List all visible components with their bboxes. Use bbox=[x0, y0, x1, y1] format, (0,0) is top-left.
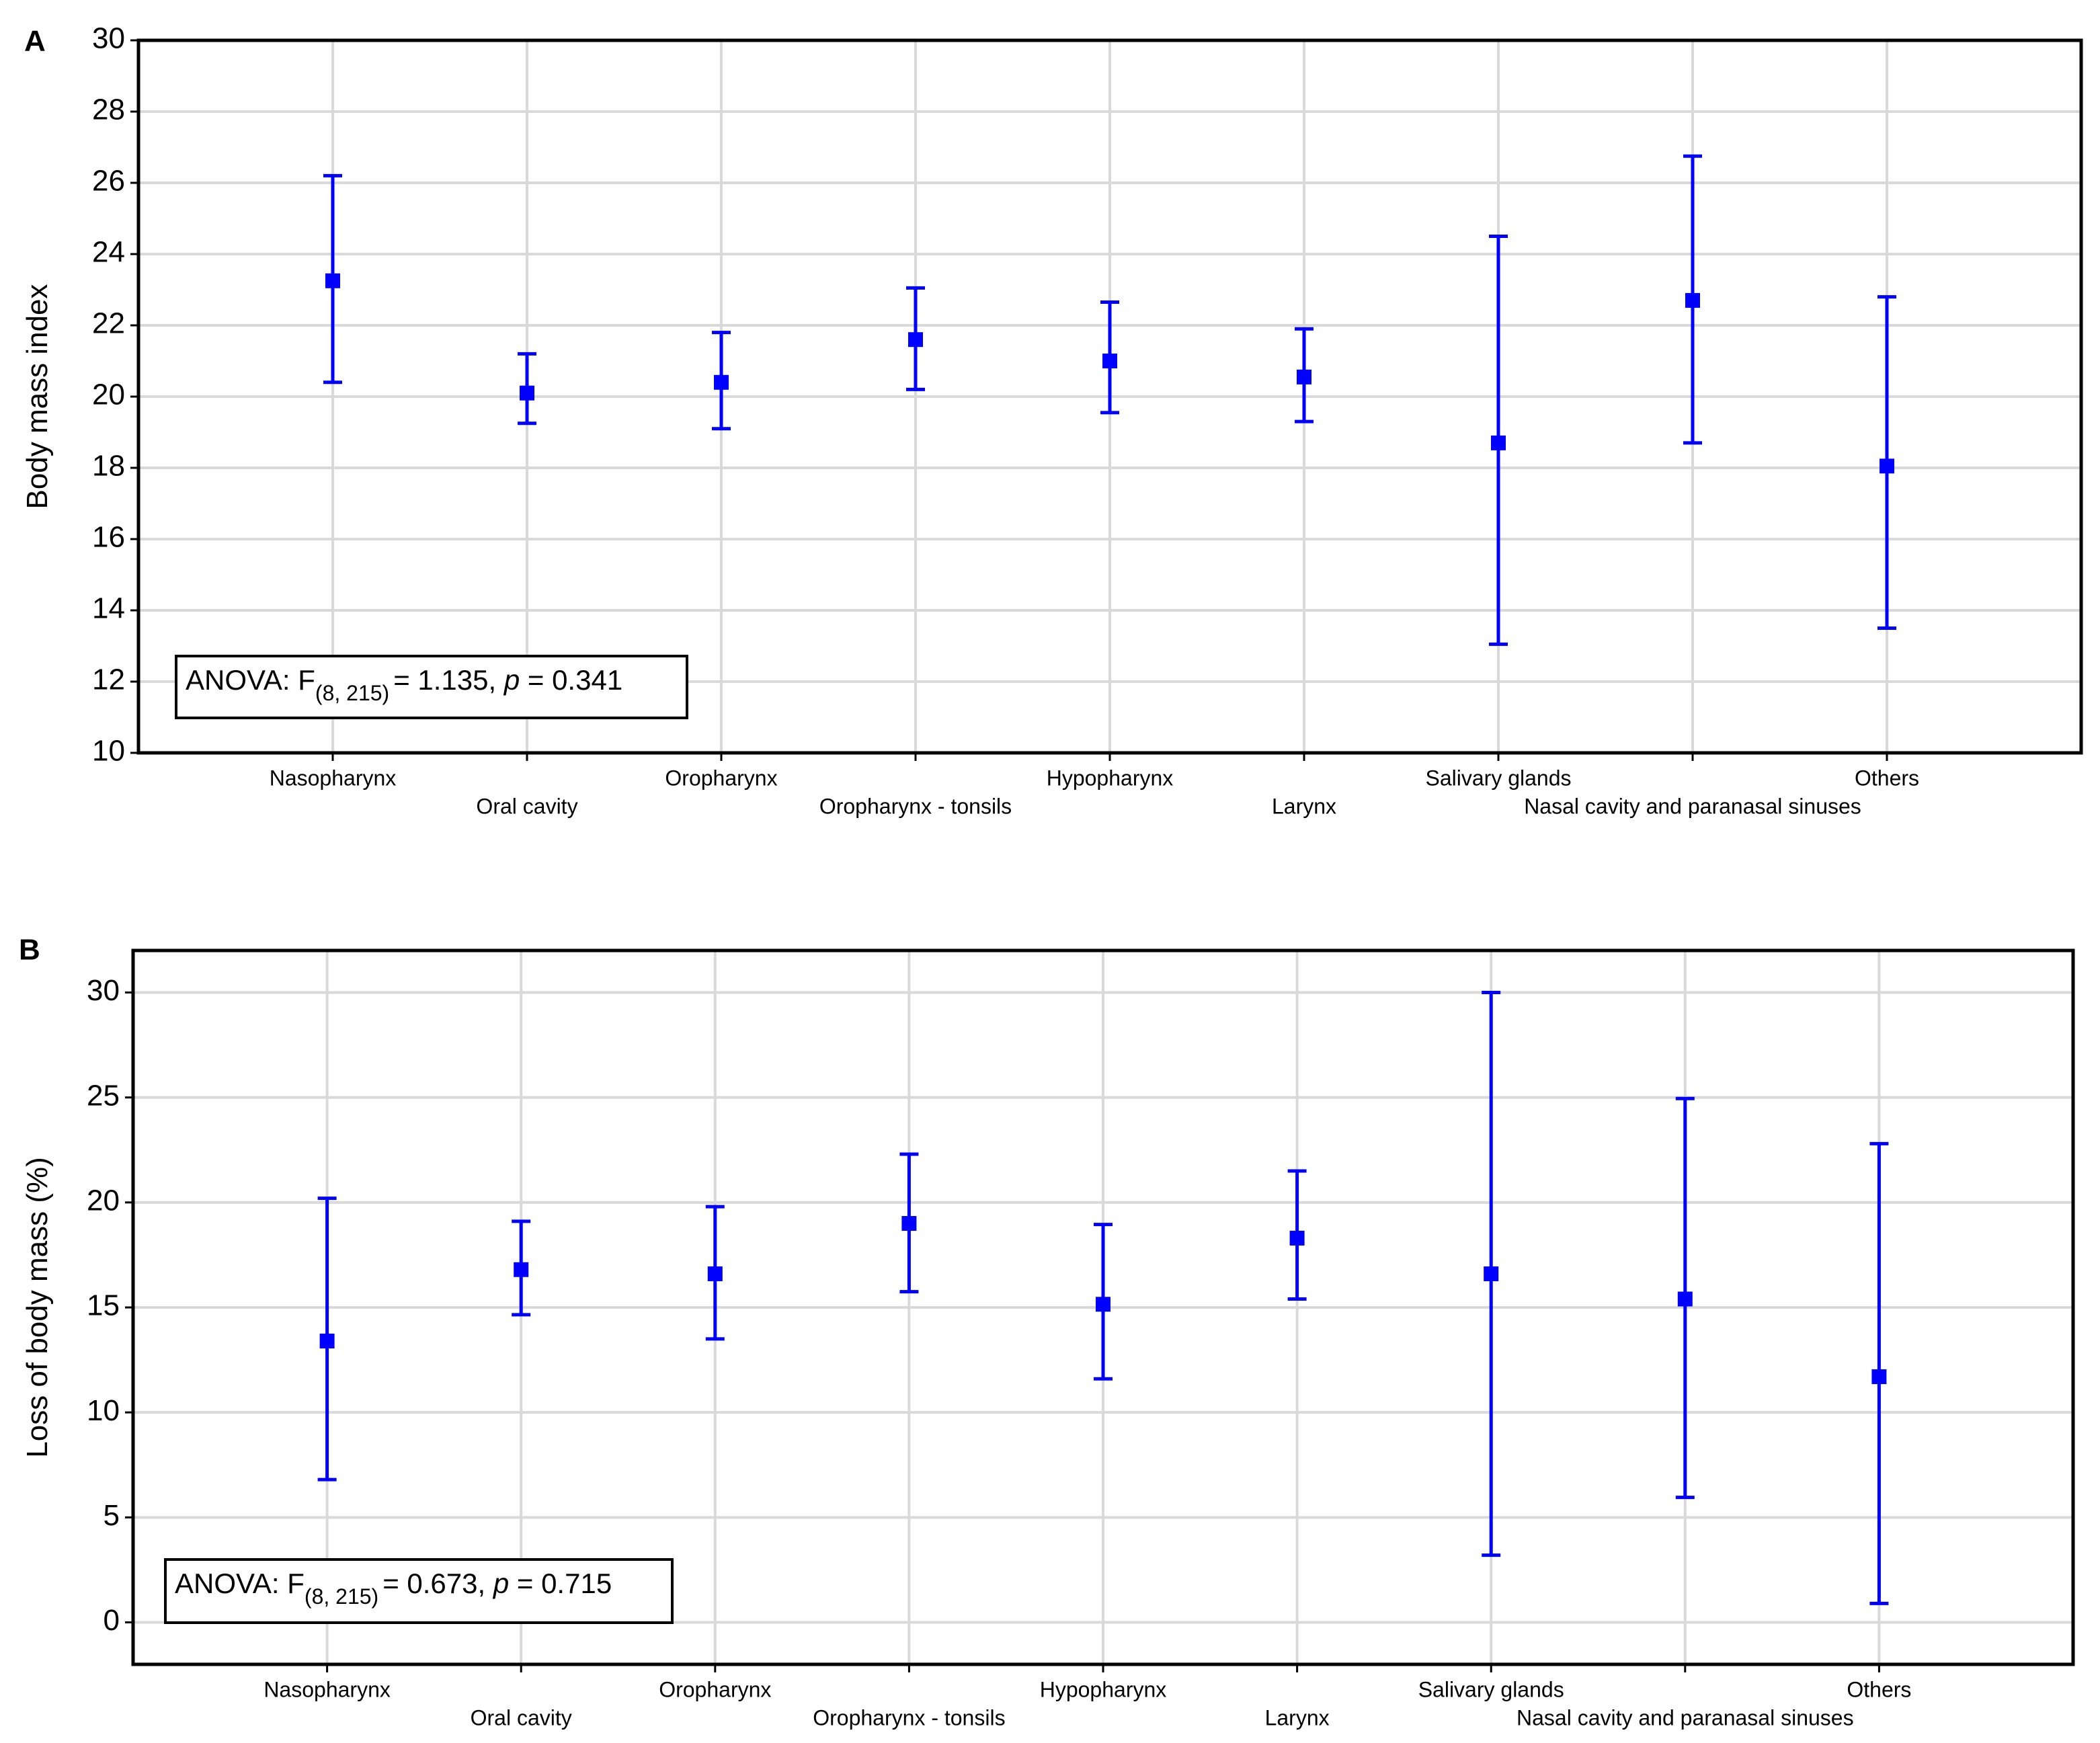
mean-marker bbox=[520, 385, 534, 401]
y-tick-label: 10 bbox=[92, 735, 125, 768]
x-tick-label: Others bbox=[1855, 766, 1919, 790]
annotation-box bbox=[175, 655, 688, 719]
annotation-text: ANOVA: F bbox=[186, 664, 315, 696]
x-tick-label: Oropharynx bbox=[665, 766, 777, 790]
y-tick-label: 24 bbox=[92, 236, 125, 269]
x-tick-label: Salivary glands bbox=[1418, 1677, 1564, 1701]
y-tick-label: 28 bbox=[92, 93, 125, 126]
plot-frame bbox=[136, 38, 2083, 755]
panel-label: B bbox=[19, 934, 40, 967]
mean-marker bbox=[707, 1266, 723, 1282]
annotation: ANOVA: F(8, 215) = 1.135, p = 0.341 bbox=[186, 664, 622, 705]
mean-marker bbox=[908, 332, 923, 348]
y-tick-label: 10 bbox=[87, 1394, 120, 1427]
mean-marker bbox=[514, 1262, 529, 1277]
mean-marker bbox=[1871, 1369, 1887, 1385]
mean-marker bbox=[1102, 354, 1117, 368]
mean-marker bbox=[1685, 292, 1700, 308]
x-tick-label: Nasal cavity and paranasal sinuses bbox=[1524, 794, 1861, 818]
mean-marker bbox=[1289, 1230, 1305, 1246]
x-tick-label: Nasal cavity and paranasal sinuses bbox=[1517, 1705, 1854, 1730]
x-tick-label: Hypopharynx bbox=[1040, 1677, 1167, 1701]
plot-frame bbox=[131, 948, 2075, 1666]
mean-marker bbox=[1880, 458, 1894, 474]
y-axis-label: Loss of body mass (%) bbox=[21, 1157, 54, 1458]
y-tick-label: 30 bbox=[87, 974, 120, 1007]
annotation-text: ANOVA: F bbox=[175, 1568, 305, 1599]
y-tick-label: 30 bbox=[92, 22, 125, 55]
y-tick-label: 26 bbox=[92, 165, 125, 198]
mean-marker bbox=[1491, 435, 1506, 450]
mean-marker bbox=[901, 1216, 917, 1231]
y-tick-label: 20 bbox=[92, 378, 125, 411]
y-tick-label: 20 bbox=[87, 1184, 120, 1217]
annotation: ANOVA: F(8, 215) = 0.673, p = 0.715 bbox=[175, 1568, 612, 1609]
x-tick-label: Oral cavity bbox=[471, 1705, 572, 1730]
annotation-subscript: (8, 215) bbox=[305, 1584, 378, 1609]
x-tick-label: Larynx bbox=[1265, 1705, 1330, 1730]
mean-marker bbox=[1677, 1291, 1693, 1307]
x-tick-label: Nasopharynx bbox=[270, 766, 397, 790]
y-tick-label: 16 bbox=[92, 521, 125, 554]
y-tick-label: 25 bbox=[87, 1079, 120, 1112]
x-tick-label: Nasopharynx bbox=[264, 1677, 391, 1701]
annotation-text: = 0.673, bbox=[382, 1568, 493, 1599]
panel-label: A bbox=[24, 25, 46, 58]
annotation-text: = 0.341 bbox=[520, 664, 622, 696]
mean-marker bbox=[1484, 1266, 1499, 1282]
y-tick-label: 12 bbox=[92, 663, 125, 696]
mean-marker bbox=[325, 273, 340, 288]
mean-marker bbox=[1096, 1297, 1110, 1312]
annotation-p: p bbox=[492, 1568, 509, 1599]
x-tick-label: Oropharynx - tonsils bbox=[813, 1705, 1005, 1730]
y-tick-label: 15 bbox=[87, 1289, 120, 1322]
annotation-text: = 1.135, bbox=[393, 664, 504, 696]
mean-marker bbox=[714, 374, 729, 390]
y-tick-label: 0 bbox=[104, 1604, 120, 1637]
y-tick-label: 22 bbox=[92, 307, 125, 340]
mean-marker bbox=[319, 1333, 335, 1348]
x-tick-label: Oropharynx - tonsils bbox=[819, 794, 1012, 818]
x-tick-label: Oropharynx bbox=[659, 1677, 771, 1701]
x-tick-label: Others bbox=[1847, 1677, 1911, 1701]
y-tick-label: 5 bbox=[104, 1499, 120, 1532]
annotation-subscript: (8, 215) bbox=[315, 681, 389, 705]
y-tick-label: 18 bbox=[92, 450, 125, 483]
y-tick-label: 14 bbox=[92, 592, 125, 625]
annotation-text: = 0.715 bbox=[509, 1568, 612, 1599]
x-tick-label: Hypopharynx bbox=[1047, 766, 1174, 790]
annotation-p: p bbox=[503, 664, 520, 696]
mean-marker bbox=[1297, 369, 1311, 384]
x-tick-label: Salivary glands bbox=[1426, 766, 1572, 790]
y-axis-label: Body mass index bbox=[21, 284, 54, 509]
annotation-box bbox=[164, 1558, 674, 1624]
x-tick-label: Oral cavity bbox=[476, 794, 577, 818]
x-tick-label: Larynx bbox=[1272, 794, 1336, 818]
